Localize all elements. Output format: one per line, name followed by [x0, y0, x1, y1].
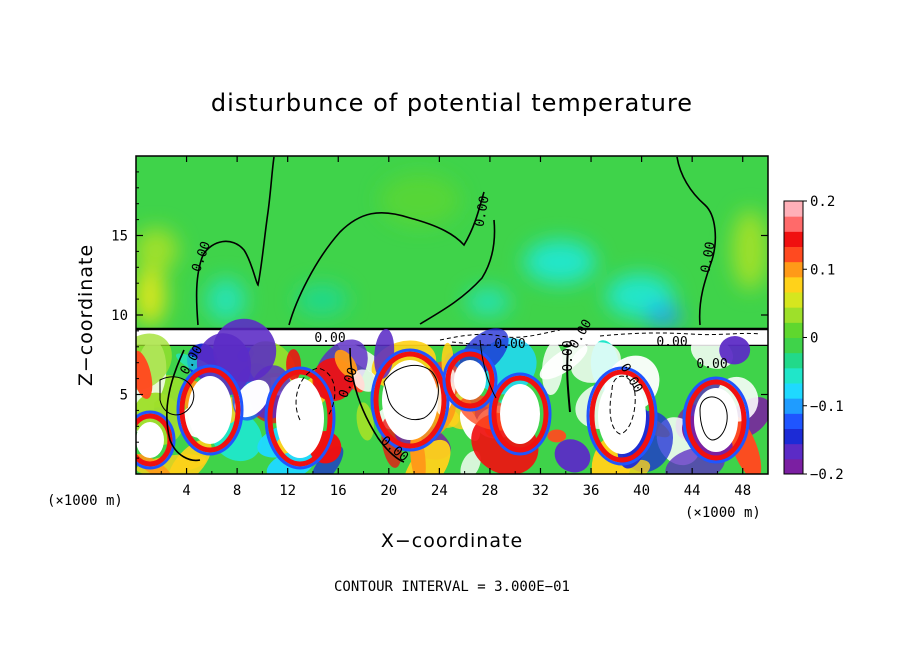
contour-label: 0.00 [656, 335, 687, 350]
x-tick-label: 28 [481, 483, 498, 499]
y-axis-label: Z−coordinate [75, 244, 97, 386]
colorbar-swatch [784, 292, 803, 308]
eddy-rim [264, 366, 336, 470]
colorbar: 0.2 0.1 0 −0.1 −0.2 [783, 194, 844, 483]
y-tick-label: 15 [111, 229, 128, 245]
x-tick-label: 40 [633, 483, 650, 499]
eddy [403, 439, 451, 474]
eddy [554, 439, 591, 473]
eddy [352, 369, 379, 392]
eddy-core [136, 422, 164, 458]
colorbar-swatch [784, 231, 803, 247]
eddy-core [598, 378, 646, 454]
x-tick-label: 44 [684, 483, 701, 499]
x-tick-label: 8 [233, 483, 241, 499]
x-tick-label: 36 [583, 483, 600, 499]
x-unit-label-right: (×1000 m) [685, 505, 761, 521]
x-tick-label: 24 [431, 483, 448, 499]
colorbar-swatch [784, 428, 803, 445]
eddy-rim [176, 364, 244, 456]
eddy-core [454, 360, 486, 400]
contour-label: 0.00 [314, 331, 345, 346]
x-tick-label: 12 [279, 483, 296, 499]
colorbar-tick-label: −0.1 [810, 399, 844, 415]
colorbar-swatch [784, 367, 803, 384]
eddy [719, 336, 751, 365]
chart-title: disturbunce of potential temperature [211, 89, 693, 117]
colorbar-swatch [784, 307, 803, 323]
colorbar-swatch [784, 276, 803, 293]
eddy-core [276, 378, 324, 458]
eddy [547, 429, 567, 443]
eddy-core [694, 388, 738, 452]
eddy-rim [685, 379, 747, 461]
eddy-rim [682, 376, 750, 464]
eddy-core [500, 384, 540, 444]
colorbar-tick-label: 0.2 [810, 194, 835, 210]
colorbar-swatch [784, 458, 803, 475]
eddy-rim [491, 375, 549, 453]
x-tick-label: 16 [330, 483, 347, 499]
colorbar-swatch [784, 383, 803, 399]
eddy [460, 450, 481, 474]
colorbar-swatch [784, 413, 803, 429]
eddy [539, 343, 588, 380]
eddy-rim [370, 348, 450, 452]
contours-lower [159, 329, 761, 463]
contour-label: 0.00 [472, 195, 492, 228]
colorbar-tick-label: −0.2 [810, 467, 844, 483]
y-tick-label: 5 [120, 388, 128, 404]
eddy-rim [589, 369, 655, 463]
eddy-core [382, 360, 438, 440]
eddy-rim [179, 367, 241, 453]
plot-area: 0.000.000.00 0.00 0.00 0.000.000.000.000.0… [136, 156, 768, 474]
x-axis: 4 8 12 16 20 24 28 32 36 40 44 48 [160, 156, 751, 499]
contours-upper [195, 156, 717, 326]
contour-interval-text: CONTOUR INTERVAL = 3.000E−01 [334, 579, 570, 595]
colorbar-tick-label: 0.1 [810, 262, 835, 278]
colorbar-swatch [784, 352, 803, 369]
colorbar-swatch [784, 398, 803, 414]
x-unit-label-left: (×1000 m) [47, 493, 123, 509]
contour-label: 0.00 [696, 357, 727, 372]
x-axis-label: X−coordinate [381, 530, 523, 552]
contour-label: 0.00 [561, 340, 576, 371]
eddy-rim [267, 369, 333, 467]
upper-contour-labels: 0.000.000.00 [189, 195, 718, 274]
eddy-rim [445, 351, 495, 409]
colorbar-swatch [784, 201, 803, 217]
colorbar-swatch [784, 261, 803, 278]
x-tick-label: 48 [734, 483, 751, 499]
lower-field-eddies [136, 318, 768, 474]
x-tick-label: 20 [380, 483, 397, 499]
eddy-rim [442, 348, 498, 412]
y-axis: 5 10 15 [111, 171, 768, 459]
upper-field-anomalies [136, 174, 768, 328]
x-tick-label: 32 [532, 483, 549, 499]
eddy-rim [488, 372, 552, 456]
colorbar-swatch [784, 246, 803, 263]
eddy-rim [586, 366, 658, 466]
y-tick-label: 10 [111, 308, 128, 324]
colorbar-swatch [784, 443, 803, 460]
colorbar-swatch [784, 337, 803, 354]
colorbar-tick-label: 0 [810, 331, 818, 347]
colorbar-swatch [784, 216, 803, 232]
contour-label: 0.00 [494, 337, 525, 352]
contour-label: 0.00 [698, 241, 718, 274]
eddy-core [188, 376, 232, 444]
eddy-rim [136, 410, 176, 470]
eddy-rim [373, 351, 447, 449]
x-tick-label: 4 [182, 483, 190, 499]
colorbar-swatch [784, 322, 803, 338]
eddy [356, 402, 374, 441]
